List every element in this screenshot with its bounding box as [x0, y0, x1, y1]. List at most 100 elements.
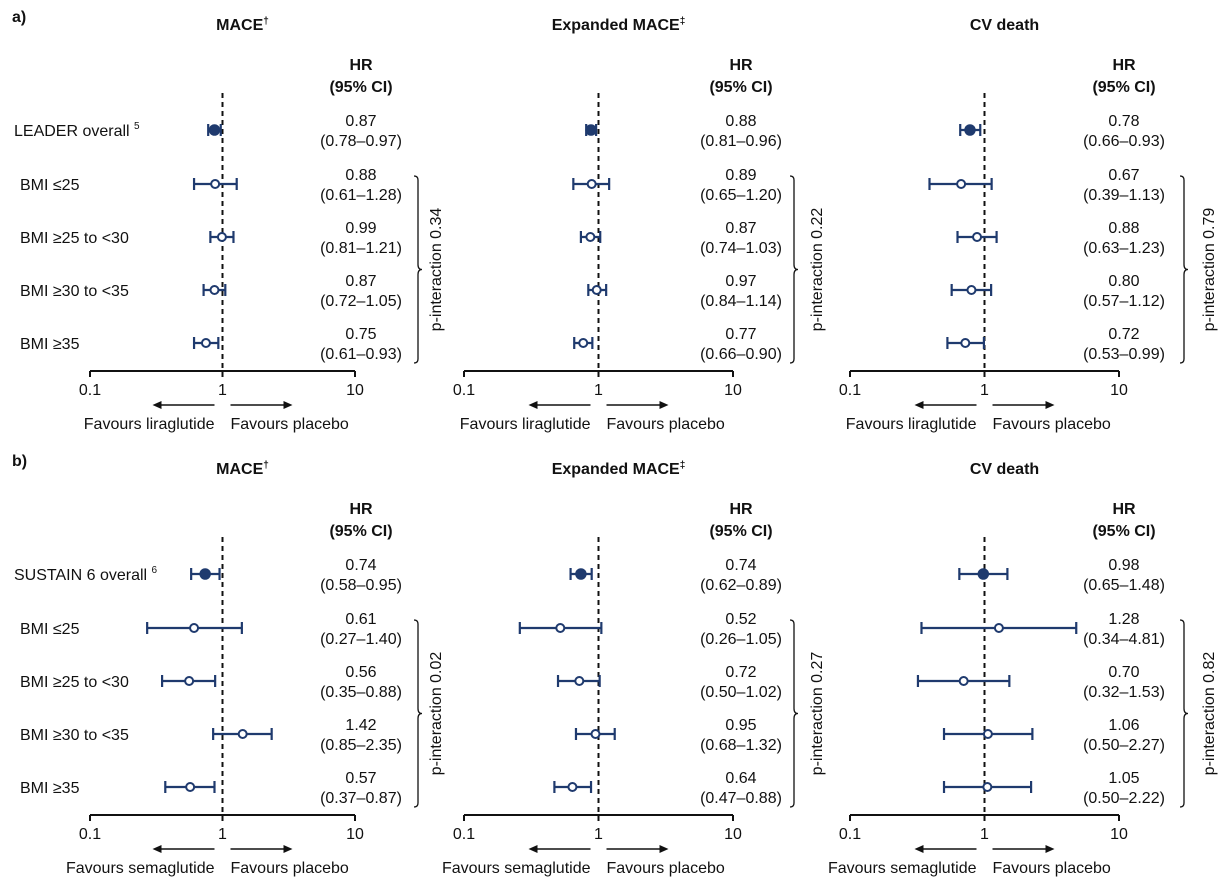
- hr-point: [586, 179, 597, 189]
- ci-value: (0.81–1.21): [320, 240, 402, 257]
- favours-right-arrowhead: [283, 401, 293, 409]
- favours-left-arrowhead: [528, 401, 538, 409]
- hr-value: 0.80: [1108, 273, 1139, 290]
- x-tick-label: 0.1: [453, 382, 475, 399]
- hr-header-ci: (95% CI): [709, 79, 772, 96]
- ci-value: (0.32–1.53): [1083, 684, 1165, 701]
- ci-value: (0.65–1.20): [700, 187, 782, 204]
- hr-point: [972, 232, 983, 242]
- x-tick-label: 0.1: [453, 826, 475, 843]
- plot-title-mark: †: [263, 460, 269, 471]
- favours-left-label: Favours semaglutide: [442, 860, 591, 877]
- ci-value: (0.62–0.89): [700, 577, 782, 594]
- ci-value: (0.68–1.32): [700, 737, 782, 754]
- hr-point: [216, 232, 227, 242]
- hr-point: [960, 338, 971, 348]
- row-label: BMI ≥35: [20, 336, 80, 353]
- favours-left-arrowhead: [152, 845, 162, 853]
- x-tick-label: 10: [1110, 382, 1128, 399]
- ci-value: (0.61–0.93): [320, 346, 402, 363]
- hr-value: 0.87: [345, 113, 376, 130]
- hr-header: HR: [729, 501, 753, 518]
- hr-point: [956, 179, 967, 189]
- x-tick-label: 10: [1110, 826, 1128, 843]
- hr-point: [982, 782, 993, 792]
- p-interaction-label: p-interaction 0.82: [1201, 652, 1218, 776]
- p-interaction-label: p-interaction 0.79: [1201, 208, 1218, 332]
- hr-point: [993, 623, 1004, 633]
- x-tick-label: 1: [594, 826, 603, 843]
- hr-value: 0.88: [345, 167, 376, 184]
- hr-point-overall: [575, 568, 587, 580]
- x-tick-label: 10: [724, 826, 742, 843]
- row-label-reference: 6: [152, 565, 158, 576]
- hr-value: 1.06: [1108, 717, 1139, 734]
- hr-value: 0.89: [725, 167, 756, 184]
- ci-value: (0.74–1.03): [700, 240, 782, 257]
- favours-right-label: Favours placebo: [993, 860, 1111, 877]
- hr-value: 0.72: [1108, 326, 1139, 343]
- x-tick-label: 10: [346, 826, 364, 843]
- hr-value: 0.95: [725, 717, 756, 734]
- panel-label: a): [12, 9, 26, 26]
- ci-value: (0.58–0.95): [320, 577, 402, 594]
- plot-title-text: MACE: [216, 17, 263, 34]
- hr-value: 0.64: [725, 770, 756, 787]
- ci-value: (0.61–1.28): [320, 187, 402, 204]
- subgroup-brace: [413, 175, 423, 364]
- plot-title: Expanded MACE‡: [552, 460, 686, 478]
- hr-point: [184, 676, 195, 686]
- hr-point: [210, 179, 221, 189]
- hr-header: HR: [1112, 57, 1136, 74]
- row-label-text: LEADER overall: [14, 123, 134, 140]
- x-tick-label: 0.1: [839, 826, 861, 843]
- ci-value: (0.35–0.88): [320, 684, 402, 701]
- ci-value: (0.47–0.88): [700, 790, 782, 807]
- ci-value: (0.66–0.93): [1083, 133, 1165, 150]
- ci-value: (0.81–0.96): [700, 133, 782, 150]
- hr-point: [958, 676, 969, 686]
- plot-title: Expanded MACE‡: [552, 16, 686, 34]
- x-tick-label: 0.1: [79, 382, 101, 399]
- subgroup-brace: [789, 619, 799, 808]
- favours-left-arrowhead: [914, 401, 924, 409]
- hr-point: [585, 232, 596, 242]
- favours-left-label: Favours semaglutide: [66, 860, 215, 877]
- hr-value: 0.97: [725, 273, 756, 290]
- ci-value: (0.63–1.23): [1083, 240, 1165, 257]
- hr-header: HR: [1112, 501, 1136, 518]
- hr-header: HR: [349, 501, 373, 518]
- subgroup-brace: [1179, 175, 1189, 364]
- hr-point: [982, 729, 993, 739]
- hr-value: 1.28: [1108, 611, 1139, 628]
- hr-point: [555, 623, 566, 633]
- row-label-overall: LEADER overall 5: [14, 121, 140, 140]
- ci-value: (0.26–1.05): [700, 631, 782, 648]
- hr-point: [574, 676, 585, 686]
- favours-right-arrowhead: [659, 845, 669, 853]
- hr-value: 1.05: [1108, 770, 1139, 787]
- plot-title-text: CV death: [970, 17, 1039, 34]
- hr-header-ci: (95% CI): [329, 79, 392, 96]
- ci-value: (0.53–0.99): [1083, 346, 1165, 363]
- favours-left-label: Favours liraglutide: [846, 416, 977, 433]
- x-tick-label: 10: [724, 382, 742, 399]
- plot-title: CV death: [970, 17, 1039, 34]
- favours-right-arrowhead: [659, 401, 669, 409]
- hr-point: [591, 285, 602, 295]
- x-tick-label: 1: [218, 382, 227, 399]
- ci-value: (0.50–2.22): [1083, 790, 1165, 807]
- hr-point: [185, 782, 196, 792]
- p-interaction-label: p-interaction 0.02: [428, 652, 445, 776]
- favours-right-label: Favours placebo: [607, 860, 725, 877]
- ci-value: (0.34–4.81): [1083, 631, 1165, 648]
- favours-left-arrowhead: [152, 401, 162, 409]
- favours-left-label: Favours liraglutide: [460, 416, 591, 433]
- row-label: BMI ≥35: [20, 780, 80, 797]
- row-label: BMI ≤25: [20, 177, 80, 194]
- hr-header-ci: (95% CI): [1092, 79, 1155, 96]
- hr-point: [200, 338, 211, 348]
- hr-value: 0.78: [1108, 113, 1139, 130]
- x-tick-label: 1: [980, 382, 989, 399]
